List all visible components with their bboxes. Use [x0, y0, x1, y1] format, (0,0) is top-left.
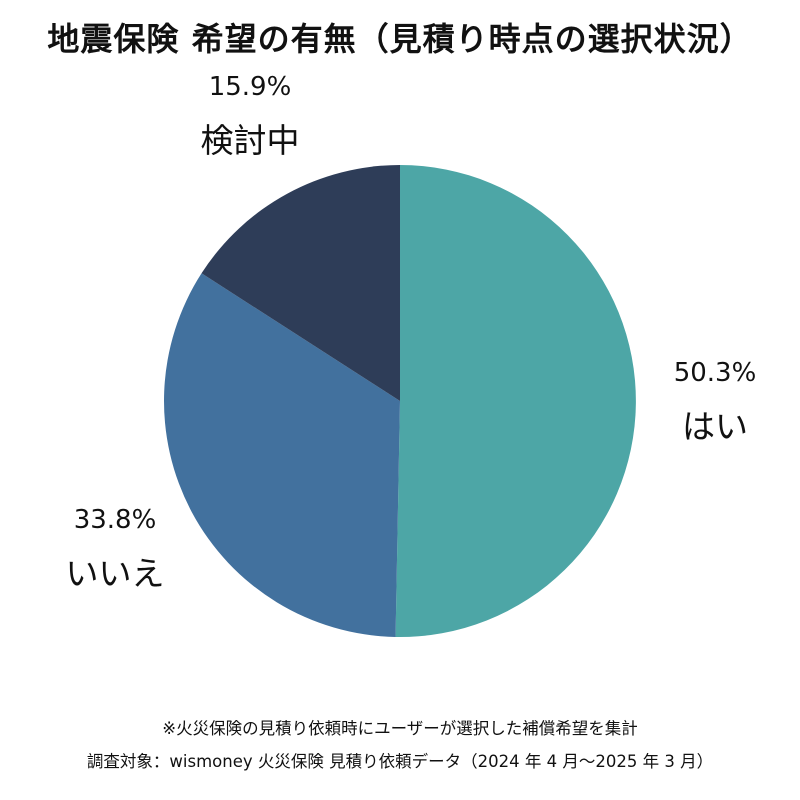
slice-value-considering: 15.9%	[208, 72, 292, 102]
slice-label-considering: 15.9% 検討中	[175, 72, 325, 162]
pie-slice-considering	[201, 165, 400, 401]
pie-slice-no	[164, 273, 400, 637]
pie-slice-yes	[395, 165, 636, 637]
slice-label-no: 33.8% いいえ	[40, 505, 190, 595]
footnote-aggregation: ※火災保険の見積り依頼時にユーザーが選択した補償希望を集計	[162, 719, 638, 738]
chart-title: 地震保険 希望の有無（見積り時点の選択状況）	[47, 20, 753, 58]
slice-value-yes: 50.3%	[673, 358, 757, 388]
slice-value-no: 33.8%	[73, 505, 157, 535]
footnote-survey-scope: 調査対象：wismoney 火災保険 見積り依頼データ（2024 年 4 月〜2…	[86, 752, 714, 771]
slice-category-no: いいえ	[65, 554, 165, 593]
slice-category-yes: はい	[682, 407, 748, 446]
slice-category-considering: 検討中	[200, 121, 300, 160]
slice-label-yes: 50.3% はい	[650, 358, 780, 448]
